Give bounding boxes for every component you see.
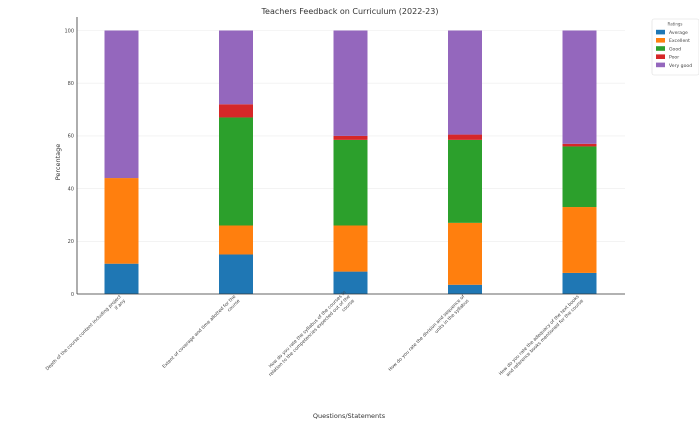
bar-segment-excellent — [104, 178, 139, 264]
chart-title: Teachers Feedback on Curriculum (2022-23… — [261, 7, 439, 16]
bar-segment-very-good — [448, 30, 482, 135]
y-axis-ticks: 0 20 40 60 80 100 — [64, 28, 74, 298]
bar-segment-excellent — [562, 207, 597, 273]
bar-segment-good — [562, 146, 597, 208]
x-axis-label: Questions/Statements — [313, 412, 386, 420]
x-tick-label-line: and reference books mentioned for the co… — [505, 298, 585, 378]
x-tick-label: How do you rate the syllabus of the cour… — [268, 290, 356, 378]
bar-segment-very-good — [219, 30, 253, 105]
bar-segment-poor — [219, 104, 253, 118]
bar-segment-poor — [448, 134, 482, 140]
legend-swatch — [656, 38, 665, 43]
bar-segment-average — [562, 272, 597, 294]
x-tick-label-line: How do you rate the syllabus of the cour… — [268, 290, 348, 370]
bar-segment-very-good — [562, 30, 597, 144]
x-tick-label-line: Depth of the course content including pr… — [45, 294, 123, 372]
legend-label: Average — [669, 30, 688, 36]
legend: Ratings Average Excellent Good Poor Very goo… — [651, 18, 699, 76]
legend-swatch — [656, 62, 665, 68]
y-tick-label: 60 — [68, 134, 74, 140]
legend-label: Poor — [669, 55, 679, 61]
bar-segment-very-good — [333, 30, 368, 136]
bar-segment-poor — [333, 135, 368, 140]
x-tick-label-line: Extent of coverage and time allotted for… — [161, 294, 237, 370]
x-axis-category-labels: Depth of the course content including pr… — [45, 290, 586, 378]
y-tick-label: 0 — [71, 292, 74, 298]
bar-segment-average — [219, 254, 253, 294]
x-tick-label: How do you rate the division and sequenc… — [387, 294, 471, 373]
bar-segment-good — [219, 117, 253, 226]
legend-label: Excellent — [669, 38, 690, 44]
y-axis-label: Percentage — [54, 144, 62, 181]
bar-segment-excellent — [219, 225, 253, 255]
bar-segment-average — [448, 284, 482, 294]
x-tick-label-line: units in the syllabus — [434, 298, 471, 335]
bar-segment-very-good — [104, 30, 139, 179]
legend-title: Ratings — [668, 22, 683, 27]
x-tick-label-line: How do you rate the adequacy of the text… — [498, 294, 581, 377]
bar-segment-average — [104, 263, 139, 294]
x-tick-label-line: How do you rate the division and sequenc… — [387, 294, 466, 373]
y-tick-label: 20 — [68, 239, 74, 245]
bar-segment-good — [333, 139, 368, 226]
x-tick-label: Depth of the course content including pr… — [45, 294, 128, 372]
bar-segment-average — [333, 271, 368, 294]
bar-segment-good — [448, 139, 482, 223]
legend-swatch — [656, 46, 665, 51]
bars — [104, 30, 597, 294]
y-tick-label: 100 — [64, 28, 74, 34]
bar-segment-excellent — [333, 225, 368, 272]
y-tick-label: 40 — [68, 186, 74, 192]
y-tick-label: 80 — [68, 81, 74, 87]
bar-segment-poor — [562, 143, 597, 147]
x-tick-label: Extent of coverage and time allotted for… — [161, 294, 241, 370]
legend-label: Good — [669, 46, 681, 52]
legend-label: Very good — [669, 63, 692, 69]
legend-swatch — [656, 29, 665, 35]
x-tick-label-line: relation to the competencies expected ou… — [268, 294, 352, 378]
bar-segment-excellent — [448, 222, 482, 285]
legend-swatch — [656, 54, 665, 59]
x-tick-label: How do you rate the adequacy of the text… — [498, 294, 585, 378]
